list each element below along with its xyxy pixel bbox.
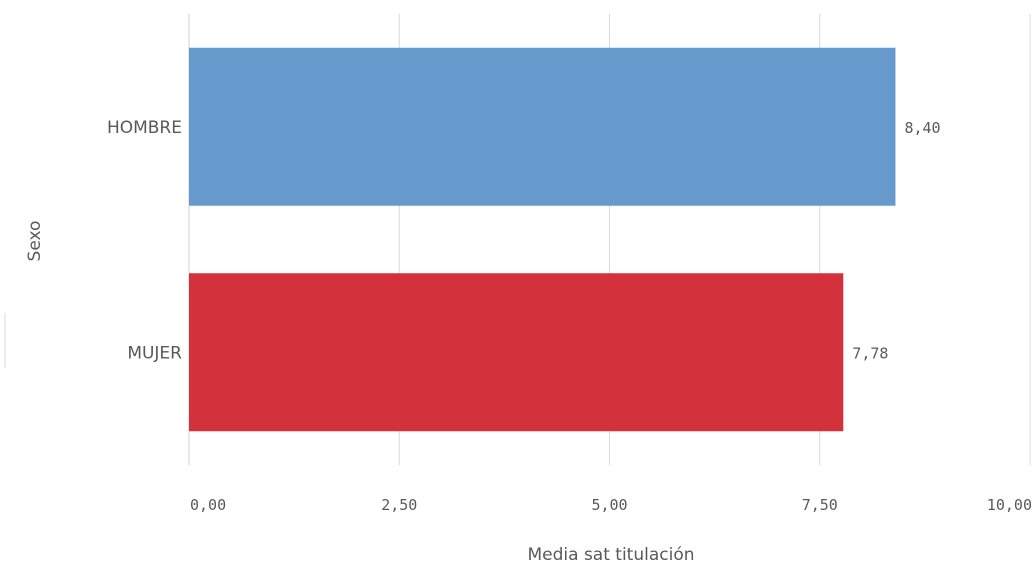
data-label: 7,78 xyxy=(852,344,888,362)
value-labels: 8,40 7,78 xyxy=(852,119,940,363)
category-label: MUJER xyxy=(127,343,182,363)
x-tick-label: 0,00 xyxy=(190,496,226,514)
category-label: HOMBRE xyxy=(107,118,182,138)
bars xyxy=(189,47,896,432)
bar[interactable] xyxy=(189,47,896,206)
category-labels: HOMBRE MUJER xyxy=(107,118,182,364)
x-tick-label: 5,00 xyxy=(591,496,627,514)
x-tick-labels: 0,00 2,50 5,00 7,50 10,00 xyxy=(190,496,1032,514)
x-tick-label: 7,50 xyxy=(802,496,838,514)
data-label: 8,40 xyxy=(904,119,940,137)
bar[interactable] xyxy=(189,273,844,432)
x-axis-title: Media sat titulación xyxy=(527,545,694,565)
x-tick-label: 2,50 xyxy=(381,496,417,514)
x-tick-label: 10,00 xyxy=(987,496,1032,514)
y-axis-title: Sexo xyxy=(25,221,45,262)
